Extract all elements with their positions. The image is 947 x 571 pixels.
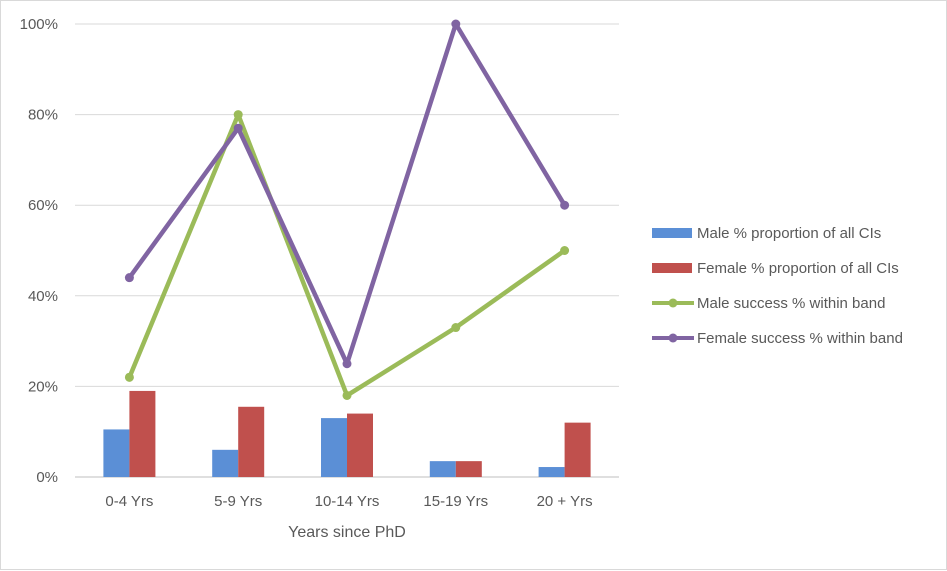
female-success-point (451, 19, 461, 29)
legend-swatch (652, 228, 692, 238)
female-proportion-bar (238, 406, 265, 477)
x-tick-label: 15-19 Yrs (423, 493, 488, 510)
male-proportion-bar (538, 467, 565, 477)
female-success-point (233, 123, 243, 133)
male-proportion-bar (429, 461, 456, 477)
female-success-point (560, 200, 570, 210)
y-tick-label: 80% (28, 107, 58, 124)
y-tick-label: 20% (28, 378, 58, 395)
gridlines (75, 23, 619, 478)
y-tick-label: 40% (28, 288, 58, 305)
legend-swatch (652, 263, 692, 273)
x-tick-label: 0-4 Yrs (105, 493, 153, 510)
legend-label: Male success % within band (697, 295, 885, 312)
female-proportion-bar (455, 461, 482, 477)
x-axis-tick-labels: 0-4 Yrs 5-9 Yrs 10-14 Yrs 15-19 Yrs 20 + Yrs (105, 493, 592, 510)
bars (103, 390, 591, 477)
y-tick-label: 100% (20, 16, 58, 33)
x-tick-label: 5-9 Yrs (214, 493, 262, 510)
y-tick-label: 60% (28, 197, 58, 214)
legend-marker (668, 333, 678, 343)
female-success-point (124, 273, 134, 283)
legend-label: Female % proportion of all CIs (697, 260, 899, 277)
legend-label: Male % proportion of all CIs (697, 225, 881, 242)
legend-label: Female success % within band (697, 330, 903, 347)
y-axis-tick-labels: 0% 20% 40% 60% 80% 100% (20, 16, 58, 486)
legend: Male % proportion of all CIs Female % pro… (652, 225, 903, 347)
female-proportion-bar (347, 413, 373, 477)
male-proportion-bar (103, 429, 130, 477)
x-axis-title: Years since PhD (288, 524, 406, 541)
male-success-point (560, 246, 570, 255)
male-success-point (124, 372, 134, 382)
legend-marker (668, 298, 678, 308)
male-success-point (451, 323, 461, 333)
female-proportion-bar (564, 422, 591, 477)
x-tick-label: 10-14 Yrs (315, 493, 380, 510)
x-tick-label: 20 + Yrs (537, 493, 593, 510)
female-proportion-bar (129, 390, 156, 477)
male-success-line (127, 112, 567, 398)
female-success-point (342, 359, 352, 369)
male-proportion-bar (212, 449, 239, 477)
y-tick-label: 0% (36, 469, 58, 486)
male-success-point (233, 110, 243, 120)
male-proportion-bar (321, 418, 347, 477)
male-success-point (342, 390, 352, 400)
lines (124, 19, 570, 400)
female-success-line (127, 21, 567, 366)
